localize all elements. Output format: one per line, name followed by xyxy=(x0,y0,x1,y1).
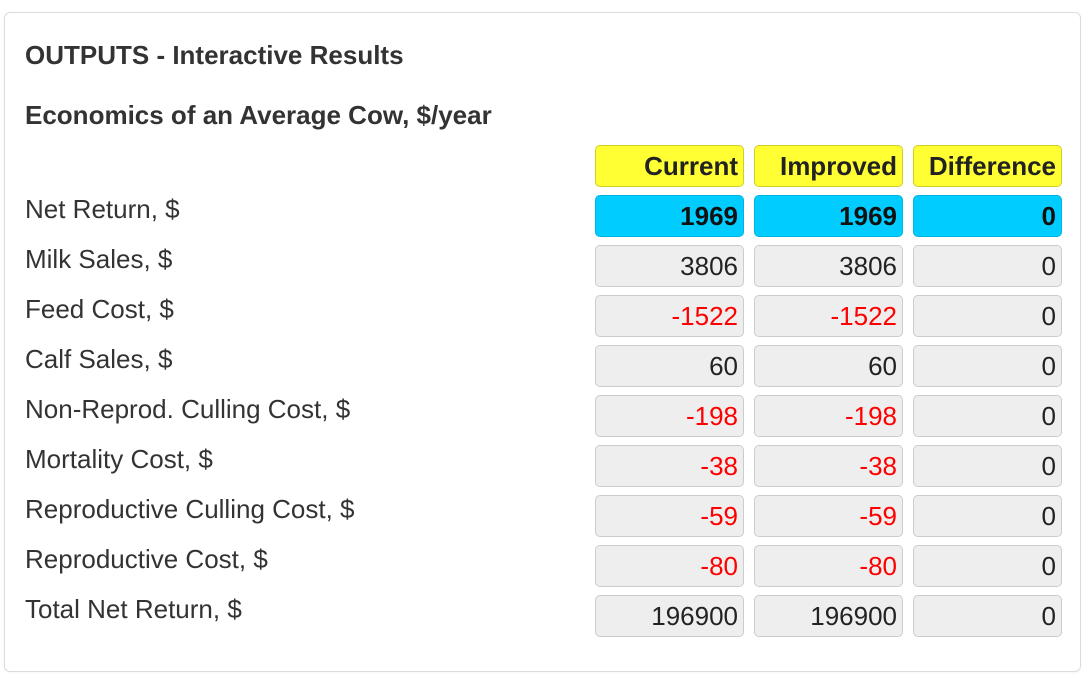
current-value-field: 60 xyxy=(595,345,744,387)
difference-value-field: 0 xyxy=(913,495,1062,537)
current-value-field: -1522 xyxy=(595,295,744,337)
row-label: Calf Sales, $ xyxy=(25,344,173,374)
row-label: Milk Sales, $ xyxy=(25,244,173,274)
difference-value-field: 0 xyxy=(913,395,1062,437)
table-row-milk-sales: Milk Sales, $ 3806 3806 0 xyxy=(5,244,1080,295)
panel-title: OUTPUTS - Interactive Results xyxy=(25,40,404,70)
improved-value-field: -80 xyxy=(754,545,903,587)
row-label: Total Net Return, $ xyxy=(25,594,242,624)
current-value-field: -198 xyxy=(595,395,744,437)
section-title: Economics of an Average Cow, $/year xyxy=(25,100,492,130)
results-table: Net Return, $ 1969 1969 0 Milk Sales, $ … xyxy=(5,194,1080,645)
table-row-reproductive-culling-cost: Reproductive Culling Cost, $ -59 -59 0 xyxy=(5,494,1080,545)
current-value-field: 1969 xyxy=(595,195,744,237)
improved-value-field: 1969 xyxy=(754,195,903,237)
current-value-field: -59 xyxy=(595,495,744,537)
table-row-reproductive-cost: Reproductive Cost, $ -80 -80 0 xyxy=(5,544,1080,595)
improved-value-field: -198 xyxy=(754,395,903,437)
difference-value-field: 0 xyxy=(913,195,1062,237)
outputs-panel: OUTPUTS - Interactive Results Economics … xyxy=(4,12,1081,672)
table-row-net-return: Net Return, $ 1969 1969 0 xyxy=(5,194,1080,245)
improved-value-field: -38 xyxy=(754,445,903,487)
difference-value-field: 0 xyxy=(913,595,1062,637)
column-header-improved: Improved xyxy=(754,145,903,187)
improved-value-field: 60 xyxy=(754,345,903,387)
row-label: Reproductive Cost, $ xyxy=(25,544,268,574)
current-value-field: -38 xyxy=(595,445,744,487)
row-label: Mortality Cost, $ xyxy=(25,444,213,474)
difference-value-field: 0 xyxy=(913,345,1062,387)
difference-value-field: 0 xyxy=(913,545,1062,587)
table-row-mortality-cost: Mortality Cost, $ -38 -38 0 xyxy=(5,444,1080,495)
current-value-field: 3806 xyxy=(595,245,744,287)
table-row-total-net-return: Total Net Return, $ 196900 196900 0 xyxy=(5,594,1080,645)
current-value-field: -80 xyxy=(595,545,744,587)
table-row-non-reprod-culling-cost: Non-Reprod. Culling Cost, $ -198 -198 0 xyxy=(5,394,1080,445)
row-label: Non-Reprod. Culling Cost, $ xyxy=(25,394,351,424)
improved-value-field: 196900 xyxy=(754,595,903,637)
current-value-field: 196900 xyxy=(595,595,744,637)
difference-value-field: 0 xyxy=(913,445,1062,487)
row-label: Net Return, $ xyxy=(25,194,180,224)
improved-value-field: -59 xyxy=(754,495,903,537)
row-label: Feed Cost, $ xyxy=(25,294,174,324)
column-header-difference: Difference xyxy=(913,145,1062,187)
column-header-current: Current xyxy=(595,145,744,187)
table-row-feed-cost: Feed Cost, $ -1522 -1522 0 xyxy=(5,294,1080,345)
column-header-row: Current Improved Difference xyxy=(595,145,1062,187)
difference-value-field: 0 xyxy=(913,245,1062,287)
table-row-calf-sales: Calf Sales, $ 60 60 0 xyxy=(5,344,1080,395)
row-label: Reproductive Culling Cost, $ xyxy=(25,494,355,524)
difference-value-field: 0 xyxy=(913,295,1062,337)
improved-value-field: 3806 xyxy=(754,245,903,287)
improved-value-field: -1522 xyxy=(754,295,903,337)
